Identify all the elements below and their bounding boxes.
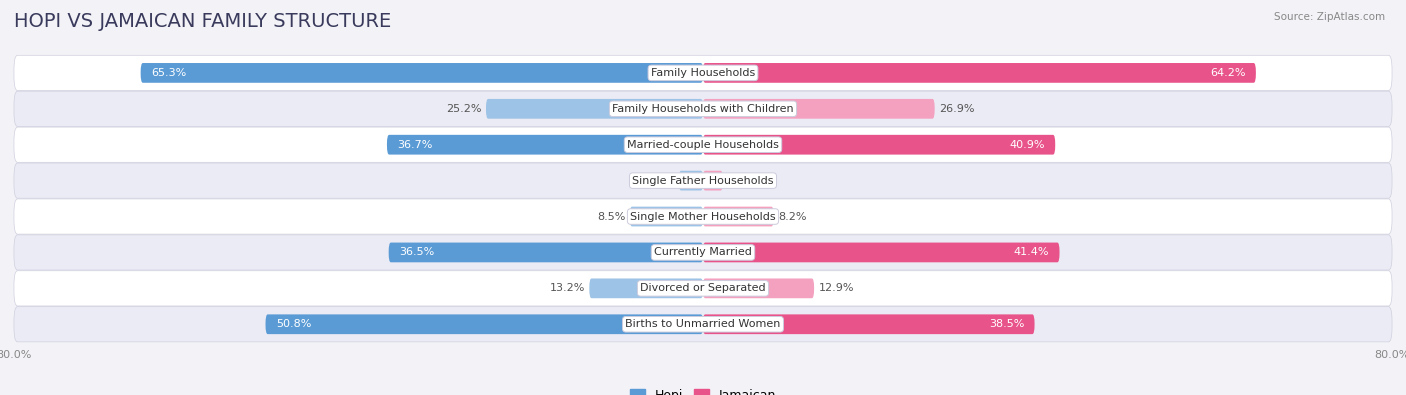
- FancyBboxPatch shape: [703, 314, 1035, 334]
- FancyBboxPatch shape: [703, 99, 935, 118]
- Text: 50.8%: 50.8%: [276, 319, 311, 329]
- FancyBboxPatch shape: [630, 207, 703, 226]
- Text: Divorced or Separated: Divorced or Separated: [640, 283, 766, 293]
- Text: 36.7%: 36.7%: [398, 140, 433, 150]
- Text: 25.2%: 25.2%: [446, 104, 482, 114]
- Text: 2.8%: 2.8%: [647, 176, 675, 186]
- Text: Single Father Households: Single Father Households: [633, 176, 773, 186]
- Text: Family Households: Family Households: [651, 68, 755, 78]
- Text: 36.5%: 36.5%: [399, 247, 434, 258]
- Text: Source: ZipAtlas.com: Source: ZipAtlas.com: [1274, 12, 1385, 22]
- Text: 40.9%: 40.9%: [1010, 140, 1045, 150]
- Text: 12.9%: 12.9%: [818, 283, 853, 293]
- Text: Single Mother Households: Single Mother Households: [630, 212, 776, 222]
- FancyBboxPatch shape: [14, 199, 1392, 234]
- Legend: Hopi, Jamaican: Hopi, Jamaican: [626, 384, 780, 395]
- Text: Births to Unmarried Women: Births to Unmarried Women: [626, 319, 780, 329]
- FancyBboxPatch shape: [703, 135, 1056, 154]
- FancyBboxPatch shape: [14, 307, 1392, 342]
- FancyBboxPatch shape: [388, 243, 703, 262]
- Text: Currently Married: Currently Married: [654, 247, 752, 258]
- Text: 8.2%: 8.2%: [778, 212, 807, 222]
- FancyBboxPatch shape: [266, 314, 703, 334]
- FancyBboxPatch shape: [589, 278, 703, 298]
- Text: HOPI VS JAMAICAN FAMILY STRUCTURE: HOPI VS JAMAICAN FAMILY STRUCTURE: [14, 12, 391, 31]
- FancyBboxPatch shape: [679, 171, 703, 190]
- Text: 26.9%: 26.9%: [939, 104, 974, 114]
- FancyBboxPatch shape: [703, 243, 1060, 262]
- FancyBboxPatch shape: [14, 271, 1392, 306]
- Text: 38.5%: 38.5%: [988, 319, 1024, 329]
- FancyBboxPatch shape: [703, 171, 723, 190]
- FancyBboxPatch shape: [14, 91, 1392, 126]
- FancyBboxPatch shape: [14, 163, 1392, 198]
- FancyBboxPatch shape: [486, 99, 703, 118]
- FancyBboxPatch shape: [14, 127, 1392, 162]
- FancyBboxPatch shape: [14, 235, 1392, 270]
- FancyBboxPatch shape: [703, 278, 814, 298]
- FancyBboxPatch shape: [703, 207, 773, 226]
- Text: 8.5%: 8.5%: [598, 212, 626, 222]
- FancyBboxPatch shape: [703, 63, 1256, 83]
- Text: Family Households with Children: Family Households with Children: [612, 104, 794, 114]
- FancyBboxPatch shape: [14, 55, 1392, 90]
- FancyBboxPatch shape: [387, 135, 703, 154]
- Text: 2.3%: 2.3%: [727, 176, 755, 186]
- Text: 65.3%: 65.3%: [150, 68, 186, 78]
- Text: 13.2%: 13.2%: [550, 283, 585, 293]
- Text: 41.4%: 41.4%: [1014, 247, 1049, 258]
- Text: 64.2%: 64.2%: [1211, 68, 1246, 78]
- FancyBboxPatch shape: [141, 63, 703, 83]
- Text: Married-couple Households: Married-couple Households: [627, 140, 779, 150]
